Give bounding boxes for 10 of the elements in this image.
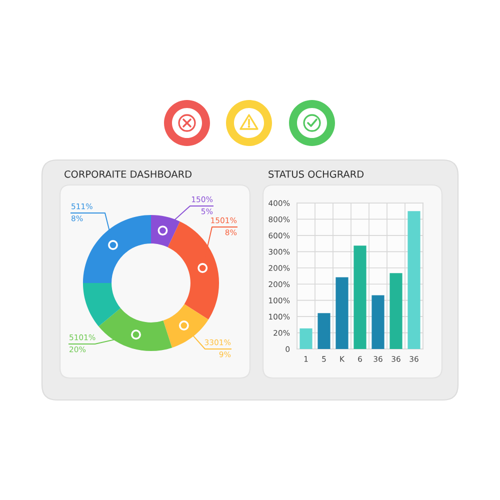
bar — [300, 328, 312, 349]
bar — [408, 211, 420, 349]
bar — [336, 277, 348, 349]
chart-title: STATUS OCHGRARD — [268, 170, 364, 178]
bar — [372, 295, 384, 349]
bar — [354, 246, 366, 349]
chart-title: CORPORAITE DASHBOARD — [64, 170, 192, 178]
bar — [390, 273, 402, 349]
bar — [318, 313, 330, 349]
donut-slice — [82, 283, 121, 326]
